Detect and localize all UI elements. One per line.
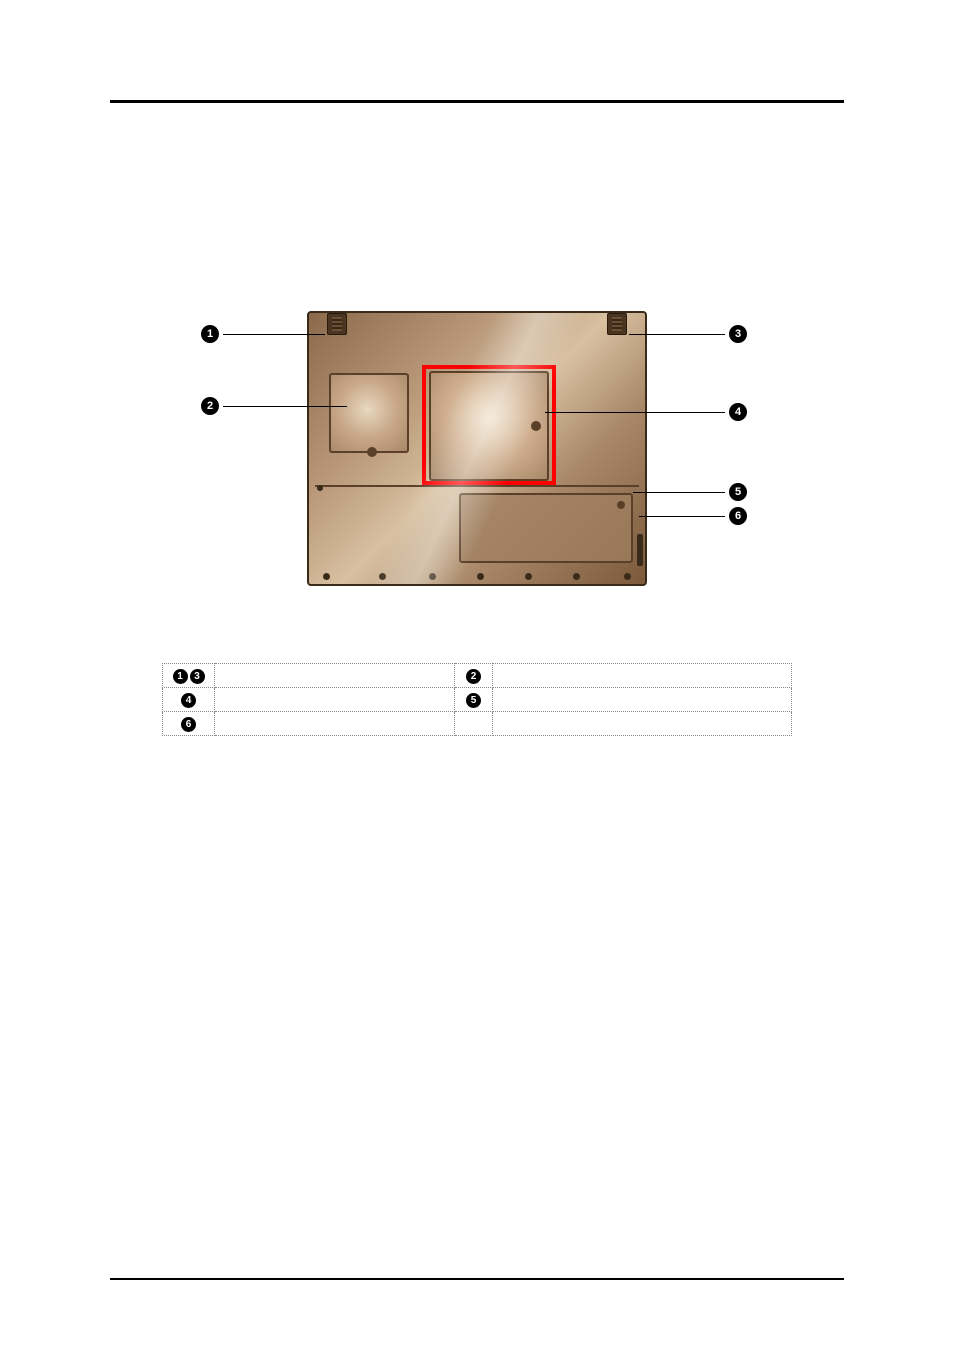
top-rule [110, 100, 844, 103]
callout-5: 5 [633, 483, 747, 501]
callout-badge: 5 [729, 483, 747, 501]
callout-badge: 2 [201, 397, 219, 415]
legend-text-cell [493, 664, 792, 688]
battery-bay [459, 493, 633, 563]
leader-line [639, 516, 725, 517]
legend-num-cell: 6 [163, 712, 215, 736]
legend-badge: 2 [466, 669, 481, 684]
legend-badge: 1 [173, 669, 188, 684]
legend-num-cell: 5 [455, 688, 493, 712]
screw-icon [379, 573, 386, 580]
legend-badge: 5 [466, 693, 481, 708]
legend-table: 132456 [162, 663, 792, 736]
screw-icon [477, 573, 484, 580]
left-latch [327, 313, 347, 335]
leader-line [223, 406, 347, 407]
document-page: 1 2 3 4 5 6 [0, 0, 954, 1350]
callout-badge: 1 [201, 325, 219, 343]
legend-badge: 6 [181, 717, 196, 732]
callout-badge: 4 [729, 403, 747, 421]
leader-line [545, 412, 725, 413]
screw-icon [573, 573, 580, 580]
screw-icon [317, 485, 323, 491]
chassis-divider [315, 485, 639, 487]
callout-badge: 6 [729, 507, 747, 525]
callout-6: 6 [639, 507, 747, 525]
legend-text-cell [493, 688, 792, 712]
legend-text-cell [215, 688, 455, 712]
legend-row: 45 [163, 688, 792, 712]
leader-line [633, 492, 725, 493]
screw-icon [323, 573, 330, 580]
legend-text-cell [215, 712, 455, 736]
leader-line [629, 334, 725, 335]
callout-4: 4 [545, 403, 747, 421]
bottom-rule [110, 1278, 844, 1280]
screw-icon [624, 573, 631, 580]
legend-num-cell: 2 [455, 664, 493, 688]
legend-text-cell [493, 712, 792, 736]
right-latch [607, 313, 627, 335]
legend-badge: 3 [190, 669, 205, 684]
callout-2: 2 [201, 397, 347, 415]
screw-icon [525, 573, 532, 580]
callout-badge: 3 [729, 325, 747, 343]
legend-row: 13 2 [163, 664, 792, 688]
legend-num-cell [455, 712, 493, 736]
legend-row: 6 [163, 712, 792, 736]
laptop-bottom-diagram: 1 2 3 4 5 6 [177, 303, 777, 593]
diagram-container: 1 2 3 4 5 6 [177, 303, 777, 593]
laptop-base-shell [307, 311, 647, 586]
leader-line [223, 334, 325, 335]
legend-badge: 4 [181, 693, 196, 708]
legend-num-cell: 4 [163, 688, 215, 712]
legend-text-cell [215, 664, 455, 688]
legend-num-cell: 13 [163, 664, 215, 688]
callout-1: 1 [201, 325, 325, 343]
screw-icon [429, 573, 436, 580]
center-compartment-cover [429, 371, 549, 481]
right-hinge [637, 534, 643, 566]
legend-body: 132456 [163, 664, 792, 736]
callout-3: 3 [629, 325, 747, 343]
